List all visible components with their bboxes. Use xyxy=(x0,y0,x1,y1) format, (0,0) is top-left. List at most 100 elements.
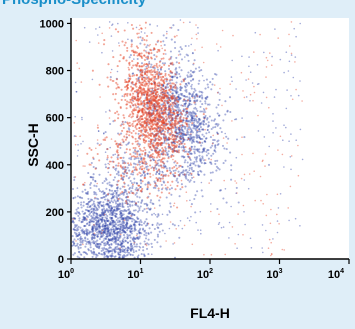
data-point xyxy=(117,179,120,182)
data-point xyxy=(195,93,198,96)
data-point xyxy=(100,218,103,221)
data-point xyxy=(81,220,84,223)
y-tick-label: 600 xyxy=(46,113,64,125)
data-point xyxy=(205,154,208,157)
data-point xyxy=(126,222,129,225)
data-point xyxy=(132,171,135,174)
data-point xyxy=(94,240,97,243)
data-point xyxy=(115,227,118,230)
data-point xyxy=(197,173,201,176)
data-point xyxy=(89,220,92,223)
data-point xyxy=(112,178,115,182)
data-point xyxy=(100,230,103,233)
data-point xyxy=(127,219,130,222)
data-point xyxy=(129,205,132,208)
data-point xyxy=(116,70,119,73)
data-point xyxy=(180,87,183,90)
data-point xyxy=(97,202,101,205)
data-point xyxy=(119,142,122,144)
data-point xyxy=(222,137,225,139)
data-point xyxy=(201,91,204,94)
data-point xyxy=(301,158,304,161)
data-point xyxy=(186,155,190,158)
data-point xyxy=(154,133,157,136)
data-point xyxy=(171,92,174,95)
data-point xyxy=(103,244,106,247)
data-point xyxy=(107,227,110,231)
data-point xyxy=(167,174,170,177)
data-point xyxy=(144,220,147,223)
data-point xyxy=(100,234,103,237)
data-point xyxy=(185,191,188,193)
data-point xyxy=(137,79,141,82)
data-point xyxy=(125,254,128,257)
data-point xyxy=(288,33,290,36)
data-point xyxy=(142,91,145,94)
data-point xyxy=(98,201,101,204)
data-point xyxy=(183,155,186,159)
data-point xyxy=(116,235,119,238)
data-point xyxy=(98,227,101,230)
data-point xyxy=(164,111,167,114)
data-point xyxy=(108,238,111,241)
data-point xyxy=(94,209,97,212)
data-point xyxy=(95,212,98,215)
data-point xyxy=(169,221,172,223)
data-point xyxy=(122,250,126,253)
data-point xyxy=(290,155,293,157)
data-point xyxy=(213,72,217,76)
data-point xyxy=(89,198,93,201)
data-point xyxy=(206,117,209,120)
data-point xyxy=(199,169,202,172)
data-point xyxy=(104,223,107,226)
data-point xyxy=(106,229,109,232)
data-point xyxy=(73,242,76,245)
data-point xyxy=(206,83,209,86)
data-point xyxy=(145,114,148,117)
data-point xyxy=(231,59,233,62)
data-point xyxy=(189,139,192,142)
data-point xyxy=(154,184,157,188)
data-point xyxy=(177,96,180,99)
data-point xyxy=(151,157,154,161)
data-point xyxy=(218,221,221,224)
data-point xyxy=(176,132,179,135)
data-point xyxy=(78,67,81,70)
data-point xyxy=(86,192,89,195)
data-point xyxy=(109,222,112,225)
data-point xyxy=(135,45,138,48)
data-point xyxy=(121,209,124,212)
data-point xyxy=(245,79,247,81)
data-point xyxy=(102,231,105,234)
data-point xyxy=(100,143,102,145)
data-point xyxy=(113,251,116,254)
data-point xyxy=(230,76,233,78)
data-point xyxy=(85,222,88,226)
data-point xyxy=(283,249,286,251)
data-point xyxy=(155,177,158,180)
data-point xyxy=(228,96,232,99)
data-point xyxy=(93,184,96,187)
data-point xyxy=(149,71,152,74)
data-point xyxy=(107,234,111,237)
data-point xyxy=(200,181,203,184)
data-point xyxy=(124,247,127,250)
data-point xyxy=(201,46,203,49)
data-point xyxy=(110,208,113,212)
data-point xyxy=(194,106,197,109)
data-point xyxy=(147,155,150,158)
data-point xyxy=(195,107,198,111)
data-point xyxy=(164,86,167,89)
data-point xyxy=(73,228,76,232)
data-point xyxy=(121,144,123,146)
data-point xyxy=(289,156,292,158)
data-point xyxy=(117,171,120,174)
data-point xyxy=(205,107,208,110)
data-point xyxy=(200,128,203,131)
data-point xyxy=(154,73,157,76)
data-point xyxy=(188,219,191,222)
data-point xyxy=(126,166,129,169)
data-point xyxy=(148,112,150,114)
data-point xyxy=(167,111,170,114)
data-point xyxy=(165,240,167,242)
